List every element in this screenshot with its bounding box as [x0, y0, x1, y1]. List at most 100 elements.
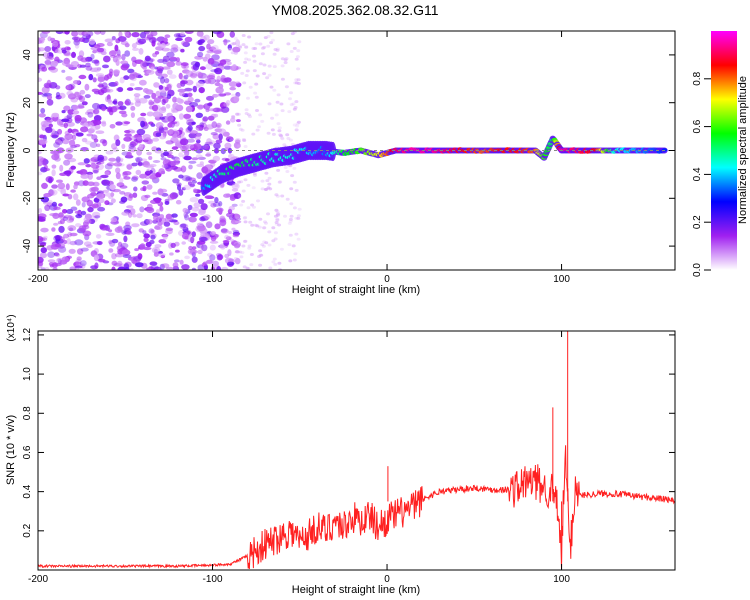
heatmap-cell — [190, 73, 198, 79]
heatmap-cell — [218, 93, 227, 97]
heatmap-cell — [45, 126, 53, 134]
heatmap-cell — [206, 75, 216, 80]
heatmap-cell — [283, 214, 287, 218]
heatmap-cell — [83, 216, 90, 223]
heatmap-cell — [228, 231, 233, 234]
heatmap-cell — [84, 94, 91, 99]
heatmap-cell — [119, 200, 126, 204]
x-tick-label: 100 — [553, 574, 570, 585]
heatmap-cell — [164, 115, 174, 123]
y-tick-label: -40 — [22, 238, 33, 253]
heatmap-cell — [136, 213, 143, 219]
heatmap-cell — [233, 37, 238, 40]
heatmap-cell — [91, 162, 97, 169]
heatmap-cell — [191, 246, 197, 250]
heatmap-cell — [255, 128, 260, 132]
heatmap-cell — [67, 128, 73, 133]
heatmap-cell — [139, 173, 147, 179]
heatmap-cell — [241, 199, 246, 203]
heatmap-cell — [149, 174, 158, 180]
heatmap-cell — [115, 121, 123, 126]
heatmap-cell — [251, 186, 256, 190]
heatmap-cell — [158, 85, 164, 90]
heatmap-cell — [96, 193, 105, 200]
heatmap-cell — [87, 207, 94, 213]
heatmap-cell — [237, 180, 242, 184]
heatmap-cell — [173, 259, 180, 263]
heatmap-cell — [170, 242, 176, 248]
heatmap-cell — [55, 31, 64, 35]
heatmap-cell — [154, 224, 163, 230]
heatmap-cell — [218, 133, 223, 141]
heatmap-cell — [228, 205, 235, 211]
heatmap-cell — [46, 99, 54, 106]
heatmap-cell — [108, 229, 113, 233]
heatmap-cell — [272, 65, 277, 69]
heatmap-cell — [219, 219, 227, 227]
spectrogram-y-ticks: -40 -20 0 20 40 — [22, 49, 675, 253]
heatmap-cell — [233, 243, 241, 249]
heatmap-cell — [267, 73, 272, 77]
heatmap-cell — [259, 253, 264, 257]
heatmap-cell — [74, 265, 83, 269]
heatmap-cell — [237, 44, 242, 48]
heatmap-cell — [200, 231, 208, 238]
heatmap-cell — [129, 71, 139, 79]
heatmap-cell — [198, 87, 205, 94]
heatmap-cell — [166, 51, 175, 58]
y-tick-label: 0 — [22, 147, 33, 153]
heatmap-cell — [195, 193, 201, 197]
heatmap-cell — [292, 123, 297, 127]
heatmap-cell — [146, 69, 155, 75]
heatmap-cell — [258, 113, 263, 117]
heatmap-cell — [295, 122, 300, 126]
heatmap-cell — [154, 197, 161, 204]
heatmap-cell — [184, 87, 193, 92]
heatmap-cell — [94, 31, 102, 35]
heatmap-cell — [63, 53, 73, 57]
x-tick-label: 0 — [384, 574, 390, 585]
heatmap-cell — [176, 134, 182, 139]
heatmap-cell — [131, 176, 138, 182]
heatmap-cell — [115, 157, 124, 162]
snr-x-ticks: -200 -100 0 100 — [28, 331, 570, 585]
heatmap-cell — [137, 38, 147, 44]
heatmap-cell — [254, 42, 259, 46]
heatmap-cell — [160, 254, 166, 259]
heatmap-cell — [181, 40, 189, 46]
heatmap-cell — [266, 44, 271, 48]
heatmap-cell — [178, 113, 184, 120]
heatmap-cell — [159, 135, 167, 140]
heatmap-cell — [194, 61, 201, 68]
heatmap-cell — [191, 267, 196, 270]
heatmap-cell — [219, 59, 227, 65]
heatmap-cell — [213, 148, 220, 154]
heatmap-cell — [209, 244, 216, 251]
heatmap-cell — [255, 224, 260, 228]
heatmap-cell — [145, 89, 154, 95]
heatmap-cell — [243, 51, 248, 55]
heatmap-cell — [136, 128, 146, 136]
heatmap-cell — [70, 206, 78, 211]
heatmap-cell — [274, 113, 279, 117]
heatmap-cell — [111, 36, 116, 41]
heatmap-cell — [130, 105, 136, 111]
heatmap-cell — [267, 182, 272, 186]
heatmap-cell — [296, 237, 301, 241]
heatmap-cell — [43, 63, 52, 68]
heatmap-cell — [61, 49, 67, 54]
heatmap-cell — [48, 177, 53, 184]
heatmap-cell — [87, 111, 94, 118]
heatmap-cell — [129, 208, 136, 215]
heatmap-cell — [264, 171, 269, 175]
heatmap-cell — [159, 116, 165, 120]
heatmap-cell — [66, 219, 74, 223]
heatmap-cell — [241, 189, 246, 193]
heatmap-cell — [269, 31, 274, 35]
heatmap-cell — [64, 153, 73, 160]
heatmap-cell — [291, 244, 296, 248]
heatmap-cell — [166, 69, 173, 75]
heatmap-cell — [155, 209, 161, 214]
heatmap-cell — [212, 155, 221, 162]
